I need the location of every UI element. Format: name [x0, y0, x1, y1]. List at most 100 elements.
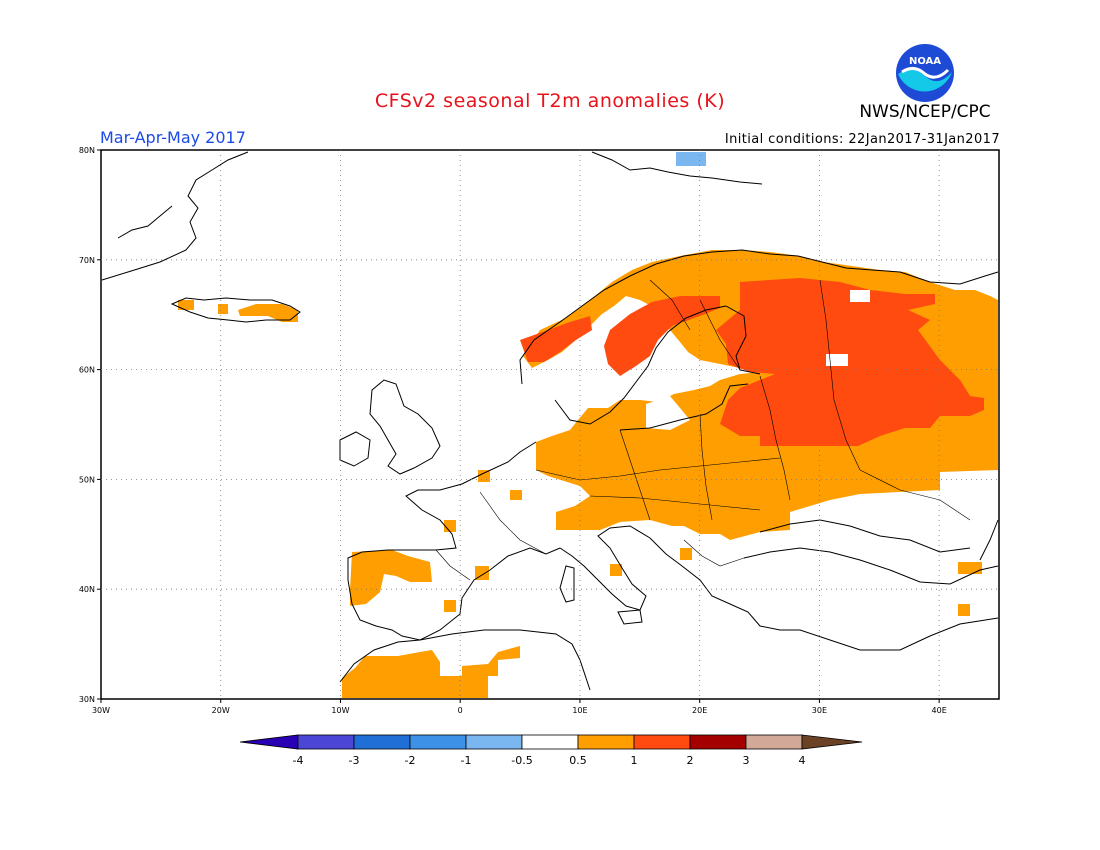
colorbar-swatch: [577, 734, 635, 750]
coast-caspian: [979, 519, 999, 561]
coast-mediterranean-east: [681, 565, 999, 651]
lon-tick-label: 10W: [331, 706, 349, 715]
colorbar-arrow-high: [801, 734, 863, 750]
colorbar-label: 0.5: [569, 754, 587, 767]
agency-label: NWS/NCEP/CPC: [859, 102, 991, 122]
anomaly-warm-iberia: [350, 550, 432, 606]
season-label: Mar-Apr-May 2017: [100, 128, 246, 147]
lon-tick-label: 0: [458, 706, 463, 715]
border-line: [819, 279, 861, 471]
anomaly-cell: [610, 564, 622, 576]
colorbar-swatch: [409, 734, 467, 750]
coast-black-sea-south: [743, 547, 999, 585]
anomaly-cell: [478, 470, 490, 482]
lat-tick-label: 40N: [79, 585, 95, 594]
noaa-logo: NOAA: [896, 44, 954, 102]
border-line: [589, 495, 761, 511]
initial-conditions-label: Initial conditions: 22Jan2017-31Jan2017: [724, 132, 1000, 147]
noaa-logo-wave: [898, 69, 952, 92]
axis-ticks: 30W 20W 10W 0 10E 20E 30E 40E 30N 40N 50N 60N 70N 80N: [79, 146, 947, 715]
border-line: [649, 279, 691, 331]
anomaly-hot-east: [716, 278, 984, 446]
anomaly-shading: [178, 152, 998, 698]
lat-tick-label: 80N: [79, 146, 95, 155]
lon-tick-label: 20W: [212, 706, 230, 715]
colorbar-label: 3: [743, 754, 750, 767]
coast-great-britain: [369, 379, 441, 475]
colorbar-label: 2: [687, 754, 694, 767]
lat-tick-label: 30N: [79, 695, 95, 704]
coast-west-europe: [347, 441, 561, 641]
anomaly-hot-norway-coast: [520, 316, 592, 362]
lon-tick-label: 30W: [92, 706, 110, 715]
border-line: [699, 413, 713, 521]
coastlines: [101, 151, 999, 691]
colorbar-arrow-low: [239, 734, 299, 750]
border-line: [859, 469, 971, 521]
colorbar-label: -1: [461, 754, 472, 767]
colorbar-swatch: [745, 734, 803, 750]
coast-iceland: [170, 297, 301, 323]
border-line: [683, 539, 745, 567]
lon-tick-label: 10E: [572, 706, 587, 715]
coast-north-africa: [339, 629, 591, 691]
border-line: [619, 429, 651, 521]
coast-greenland: [101, 151, 249, 281]
coast-sicily: [617, 609, 643, 625]
lat-tick-label: 70N: [79, 256, 95, 265]
anomaly-cell: [444, 520, 456, 532]
anomaly-warm-north-africa: [342, 646, 520, 698]
map-title: CFSv2 seasonal T2m anomalies (K): [374, 90, 726, 112]
anomaly-gap: [850, 290, 870, 302]
colorbar-label: -2: [405, 754, 416, 767]
coast-sweden: [554, 305, 727, 425]
anomaly-cell: [475, 566, 489, 580]
colorbar-swatch: [633, 734, 691, 750]
lon-tick-label: 40E: [932, 706, 947, 715]
lat-tick-label: 60N: [79, 366, 95, 375]
anomaly-cell: [178, 300, 194, 310]
map-frame: [100, 149, 1000, 700]
border-line: [699, 299, 741, 371]
noaa-logo-bird: [901, 67, 950, 79]
colorbar-label: 1: [631, 754, 638, 767]
border-line: [435, 549, 471, 581]
coast-italy: [559, 525, 683, 611]
colorbar: -4 -3 -2 -1 -0.5 0.5 1 2 3 4: [239, 734, 863, 767]
anomaly-cell: [958, 562, 982, 574]
anomaly-warm-iceland: [238, 304, 298, 322]
anomaly-gap: [826, 354, 848, 366]
lon-tick-label: 20E: [692, 706, 707, 715]
border-line: [759, 375, 791, 501]
coast-greenland: [117, 205, 173, 239]
coast-sardinia: [559, 565, 575, 603]
coast-baltic: [619, 383, 749, 431]
colorbar-swatch: [521, 734, 579, 750]
anomaly-cell: [680, 548, 692, 560]
colorbar-label: -0.5: [511, 754, 532, 767]
coast-finland: [725, 305, 761, 375]
coast-svalbard: [591, 151, 763, 185]
anomaly-gap: [646, 396, 690, 430]
anomaly-cool-svalbard: [676, 152, 706, 166]
colorbar-label: -3: [349, 754, 360, 767]
anomaly-cell: [510, 490, 522, 500]
coast-ireland: [339, 431, 371, 467]
colorbar-label: -4: [293, 754, 304, 767]
coast-kola: [821, 261, 999, 285]
anomaly-cell: [958, 604, 970, 616]
lon-tick-label: 30E: [812, 706, 827, 715]
coast-black-sea-north: [759, 519, 971, 553]
colorbar-label: 4: [799, 754, 806, 767]
anomaly-cell: [218, 304, 228, 314]
noaa-logo-text: NOAA: [909, 56, 941, 67]
border-line: [479, 491, 547, 555]
colorbar-swatch: [465, 734, 523, 750]
colorbar-swatch: [689, 734, 747, 750]
coast-norway: [519, 249, 823, 385]
colorbar-swatch: [353, 734, 411, 750]
anomaly-cell: [444, 600, 456, 612]
lat-tick-label: 50N: [79, 475, 95, 484]
colorbar-swatch: [297, 734, 355, 750]
